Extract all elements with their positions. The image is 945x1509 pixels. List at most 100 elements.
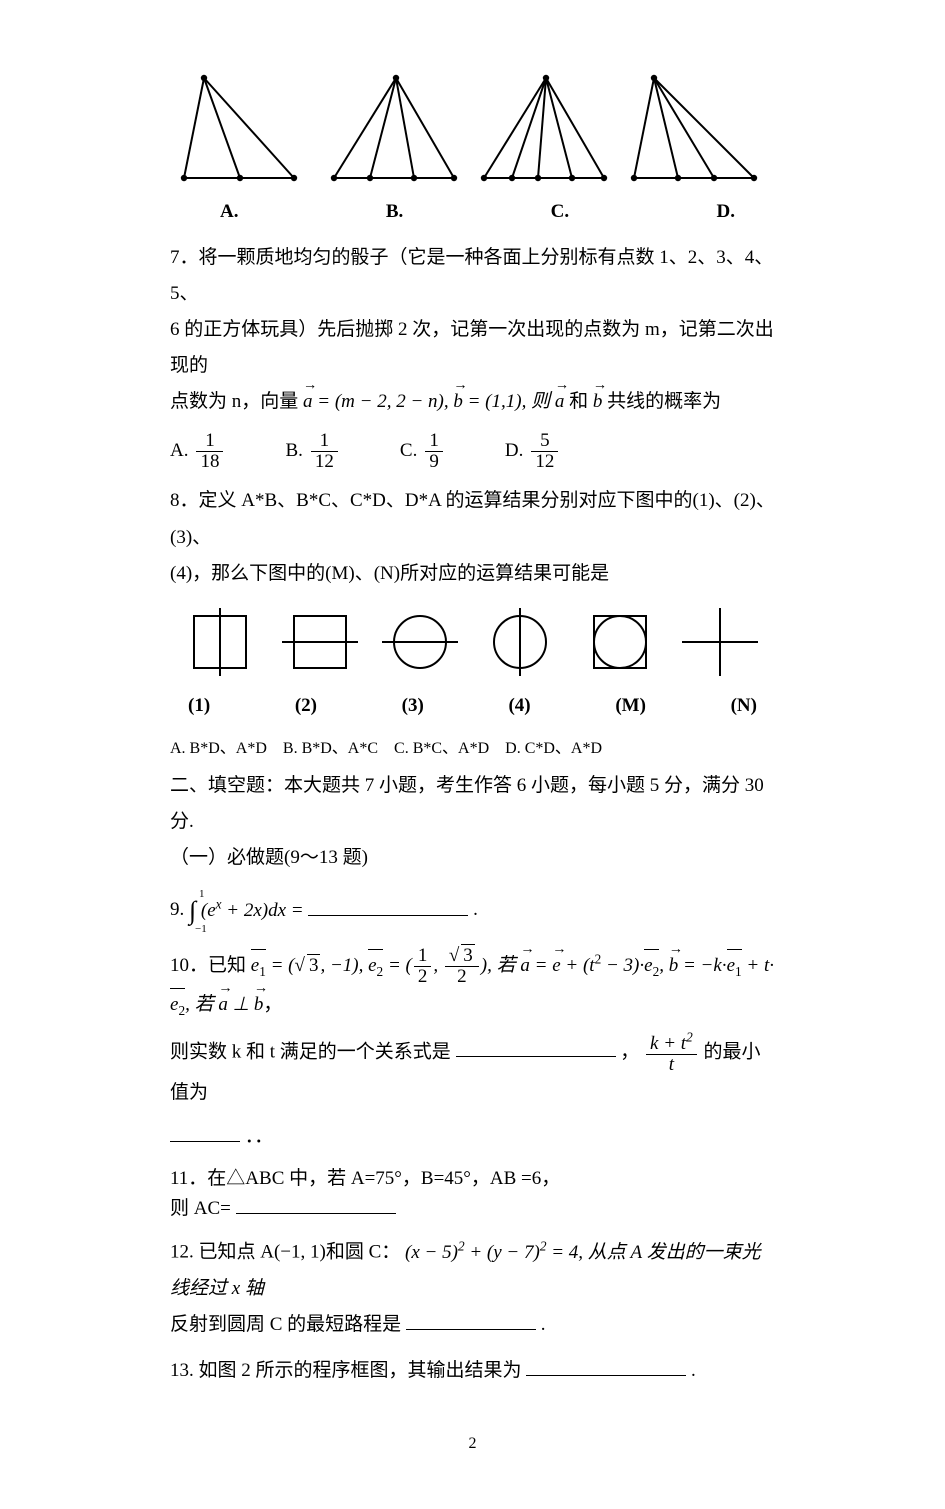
q7-choice-a: A. 118 bbox=[170, 431, 225, 472]
q10-line3: ．． bbox=[170, 1119, 775, 1155]
integral-sign: ∫−11 bbox=[189, 886, 196, 935]
tri-label-c: C. bbox=[551, 194, 569, 230]
op-lN: (N) bbox=[731, 688, 757, 724]
q7-a-frac: 118 bbox=[196, 431, 223, 472]
tri-label-d: D. bbox=[716, 194, 734, 230]
q7-b-expr: = (1,1), 则 bbox=[463, 391, 550, 412]
q10-blank2 bbox=[170, 1122, 240, 1142]
e2-vec-3: e2 bbox=[170, 987, 185, 1023]
q10-e2-mid: , bbox=[433, 955, 443, 976]
q10-ae3: − 3)· bbox=[601, 955, 644, 976]
q7-line1: 7．将一颗质地均匀的骰子（它是一种各面上分别标有点数 1、2、3、4、5、 bbox=[170, 240, 775, 312]
q10-line1: 10．已知 e1 = (3, −1), e2 = (12, 32), 若 a =… bbox=[170, 946, 775, 1023]
q10-prefix: 10．已知 bbox=[170, 955, 246, 976]
q11-l2-prefix: 则 AC= bbox=[170, 1198, 231, 1219]
q12-blank bbox=[406, 1310, 536, 1330]
question-12: 12. 已知点 A(−1, 1)和圆 C： (x − 5)2 + (y − 7)… bbox=[170, 1233, 775, 1343]
q10-frac2: 32 bbox=[445, 946, 479, 987]
q11-blank bbox=[236, 1194, 396, 1214]
q12-line2: 反射到圆周 C 的最短路程是 . bbox=[170, 1307, 775, 1343]
q7-c-label: C. bbox=[400, 433, 417, 469]
vector-a: a bbox=[303, 384, 313, 420]
op-l2: (2) bbox=[295, 688, 317, 724]
tri-label-a: A. bbox=[220, 194, 238, 230]
question-7: 7．将一颗质地均匀的骰子（它是一种各面上分别标有点数 1、2、3、4、5、 6 … bbox=[170, 240, 775, 420]
q7-choices: A. 118 B. 112 C. 19 D. 512 bbox=[170, 431, 775, 472]
q10-perp: ⊥ bbox=[228, 994, 254, 1015]
q7-choice-c: C. 19 bbox=[400, 431, 445, 472]
q12-l1-prefix: 12. 已知点 A(−1, 1)和圆 C： bbox=[170, 1242, 400, 1263]
q8-line1: 8．定义 A*B、B*C、C*D、D*A 的运算结果分别对应下图中的(1)、(2… bbox=[170, 483, 775, 555]
q8-figures bbox=[170, 602, 775, 684]
section2-heading2: （一）必做题(9～13 题) bbox=[170, 840, 775, 876]
q9-integrand: (ex + 2x)dx = bbox=[201, 900, 309, 921]
op-lM: (M) bbox=[615, 688, 646, 724]
q7-l3-prefix: 点数为 n，向量 bbox=[170, 391, 298, 412]
q10-tail: ， bbox=[263, 994, 282, 1015]
vector-a2: a bbox=[555, 384, 565, 420]
vector-b2: b bbox=[593, 384, 603, 420]
q10-e2-open: = ( bbox=[383, 955, 412, 976]
tri-label-b: B. bbox=[386, 194, 403, 230]
q6-triangle-figures bbox=[170, 70, 775, 190]
section2-heading1: 二、填空题：本大题共 7 小题，考生作答 6 小题，每小题 5 分，满分 30 … bbox=[170, 768, 775, 840]
q8-figure-labels: (1) (2) (3) (4) (M) (N) bbox=[170, 688, 775, 724]
vector-b: b bbox=[453, 384, 463, 420]
q10-ae1: = bbox=[530, 955, 552, 976]
triangles-svg bbox=[170, 70, 770, 190]
e2-vec: e2 bbox=[368, 948, 383, 984]
q7-c-frac: 19 bbox=[425, 431, 443, 472]
q10-l3-tail: ．． bbox=[245, 1126, 274, 1147]
q12-l2-prefix: 反射到圆周 C 的最短路程是 bbox=[170, 1314, 401, 1335]
q13-prefix: 13. 如图 2 所示的程序框图，其输出结果为 bbox=[170, 1360, 522, 1381]
q11-line2: 则 AC= bbox=[170, 1194, 775, 1224]
question-11: 11．在△ABC 中，若 A=75°，B=45°，AB =6， 则 AC= bbox=[170, 1165, 775, 1223]
q7-line3: 点数为 n，向量 a = (m − 2, 2 − n), b = (1,1), … bbox=[170, 384, 775, 420]
q12-tail: . bbox=[541, 1314, 546, 1335]
q7-choice-d: D. 512 bbox=[505, 431, 560, 472]
q8-choices: A. B*D、A*D B. B*D、A*C C. B*C、A*D D. C*D、… bbox=[170, 734, 775, 764]
q10-e1-open: = ( bbox=[266, 955, 295, 976]
q7-b-label: B. bbox=[285, 433, 302, 469]
q12-line1: 12. 已知点 A(−1, 1)和圆 C： (x − 5)2 + (y − 7)… bbox=[170, 1233, 775, 1307]
op-l3: (3) bbox=[402, 688, 424, 724]
question-8: 8．定义 A*B、B*C、C*D、D*A 的运算结果分别对应下图中的(1)、(2… bbox=[170, 483, 775, 591]
triangle-choice-labels: A. B. C. D. bbox=[170, 194, 775, 230]
q10-ae4: , bbox=[659, 955, 669, 976]
vec-b-q10-2: b bbox=[254, 987, 264, 1023]
q10-be3: , 若 bbox=[185, 994, 214, 1015]
q10-line2: 则实数 k 和 t 满足的一个关系式是 ， k + t2t 的最小值为 bbox=[170, 1031, 775, 1111]
q10-l2-mid: ， bbox=[620, 1041, 639, 1062]
q7-choice-b: B. 112 bbox=[285, 431, 339, 472]
q10-frac3: k + t2t bbox=[646, 1031, 697, 1075]
q10-blank1 bbox=[456, 1037, 616, 1057]
question-10: 10．已知 e1 = (3, −1), e2 = (12, 32), 若 a =… bbox=[170, 946, 775, 1155]
q9-tail: . bbox=[473, 900, 478, 921]
op-l1: (1) bbox=[188, 688, 210, 724]
q9-prefix: 9. bbox=[170, 900, 189, 921]
q7-line2: 6 的正方体玩具）先后抛掷 2 次，记第一次出现的点数为 m，记第二次出现的 bbox=[170, 312, 775, 384]
q13-blank bbox=[526, 1356, 686, 1376]
e2-vec-2: e2 bbox=[644, 948, 659, 984]
vec-b-q10: b bbox=[669, 948, 679, 984]
q8-line2: (4)，那么下图中的(M)、(N)所对应的运算结果可能是 bbox=[170, 556, 775, 592]
vec-a-q10-2: a bbox=[218, 987, 228, 1023]
page-number: 2 bbox=[170, 1429, 775, 1459]
q10-e2-tail: ), 若 bbox=[481, 955, 516, 976]
q10-l2-prefix: 则实数 k 和 t 满足的一个关系式是 bbox=[170, 1041, 451, 1062]
q7-l3-suffix: 共线的概率为 bbox=[607, 391, 721, 412]
e1-vec-2: e1 bbox=[727, 948, 742, 984]
q7-a-label: A. bbox=[170, 433, 188, 469]
q10-be1: = −k· bbox=[678, 955, 726, 976]
q7-d-frac: 512 bbox=[531, 431, 558, 472]
q10-be2: + t· bbox=[742, 955, 774, 976]
question-9: 9. ∫−11 (ex + 2x)dx = . bbox=[170, 886, 775, 935]
q7-b-frac: 112 bbox=[311, 431, 338, 472]
sqrt3-1: 3 bbox=[295, 948, 321, 984]
question-13: 13. 如图 2 所示的程序框图，其输出结果为 . bbox=[170, 1353, 775, 1389]
vec-e-q10: e bbox=[552, 948, 560, 984]
operations-svg bbox=[170, 602, 770, 684]
op-l4: (4) bbox=[508, 688, 530, 724]
q7-a-expr: = (m − 2, 2 − n), bbox=[313, 391, 449, 412]
vec-a-q10: a bbox=[520, 948, 530, 984]
